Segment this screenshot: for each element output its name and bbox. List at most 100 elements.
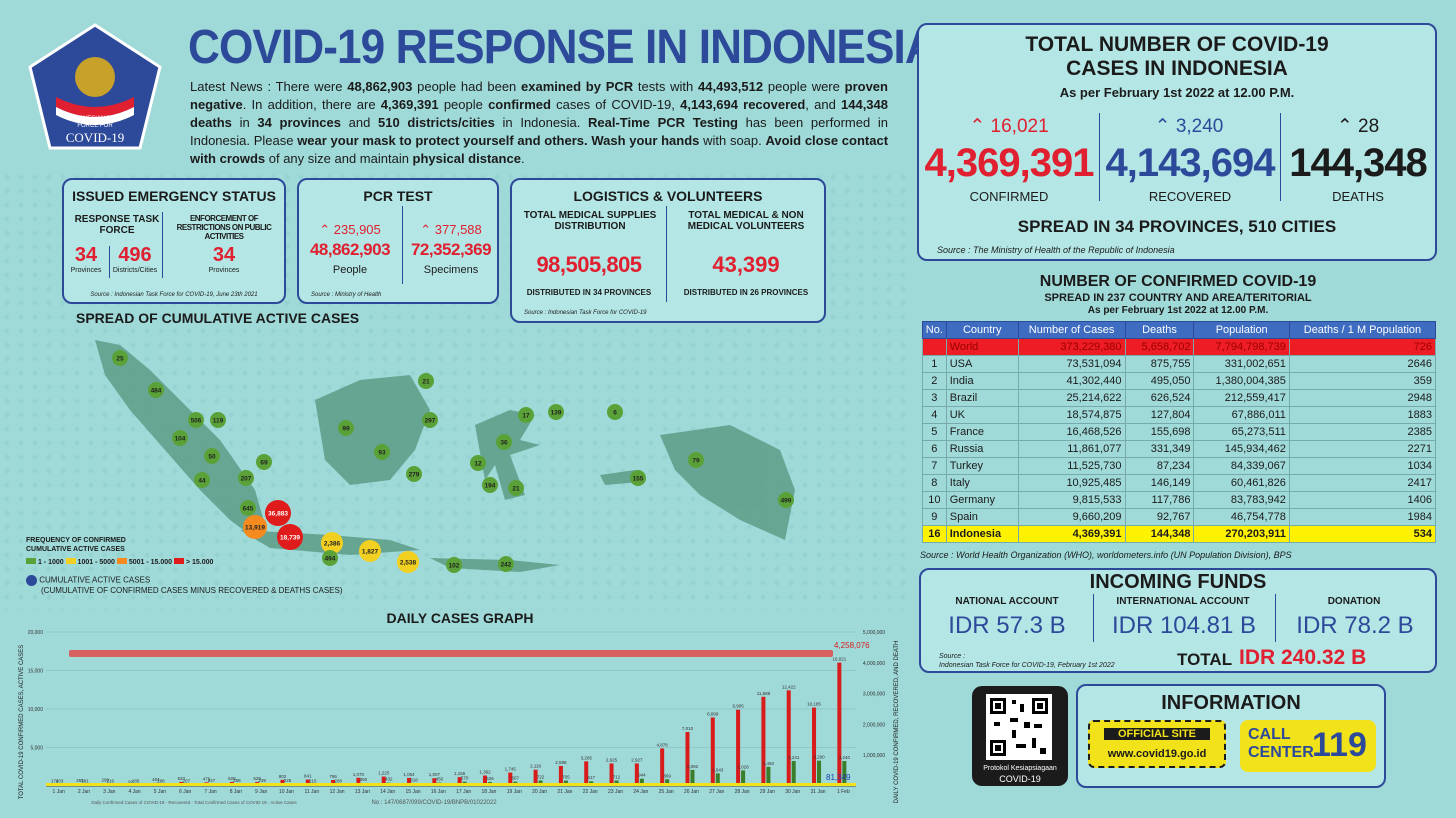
bar-0 (305, 779, 310, 786)
active-label: 81,349 (826, 773, 851, 782)
map-marker-label: 93 (378, 450, 386, 457)
x-tick-label: 19 Jan (507, 789, 522, 795)
news-text: of any size and maintain (265, 151, 413, 166)
map-marker-circle (446, 557, 462, 573)
table-cell: 5,658,702 (1124, 338, 1195, 356)
x-tick-label: 28 Jan (735, 789, 750, 795)
map-marker-label: 1,827 (362, 549, 379, 556)
map-case-marker: 17 (518, 407, 534, 423)
data-label: 390 (360, 777, 368, 782)
x-tick-label: 6 Jan (179, 789, 191, 795)
table-cell: 2948 (1288, 389, 1437, 407)
data-label: 1,745 (505, 767, 517, 772)
table-row: 6 Russia 11,861,077 331,349 145,934,462 2271 (922, 440, 1437, 458)
x-tick-label: 4 Jan (128, 789, 140, 795)
y2-tick-label: 1,000,000 (863, 753, 885, 759)
table-cell: France (945, 423, 1019, 441)
up-arrow-icon: ⌃ (1154, 116, 1171, 137)
table-cell: 1406 (1288, 491, 1437, 509)
table-cell: 270,203,911 (1193, 525, 1290, 543)
table-cell: 8 (922, 474, 947, 492)
news-text: Latest News : There were (190, 79, 348, 94)
table-cell: 10,925,485 (1017, 474, 1126, 492)
map-marker-label: 25 (116, 356, 124, 363)
table-cell: Russia (945, 440, 1019, 458)
x-tick-label: 25 Jan (659, 789, 674, 795)
x-tick-label: 13 Jan (355, 789, 370, 795)
map-marker-label: 79 (692, 458, 700, 465)
table-cell: 7,794,798,739 (1193, 338, 1290, 356)
news-highlight: Avoid close contact with crowds (190, 133, 889, 166)
table-row: 5 France 16,468,526 155,698 65,273,511 2385 (922, 423, 1437, 441)
y-tick-label: 10,000 (28, 707, 44, 713)
qr-code-icon (986, 694, 1052, 760)
restriction-provinces-value: 34 (212, 244, 236, 266)
map-case-marker: 645 (240, 500, 256, 516)
total-source: Source : The Ministry of Health of the R… (937, 245, 1175, 255)
table-cell: 1034 (1288, 457, 1437, 475)
response-provinces-label: Provinces (70, 267, 102, 274)
table-cell (922, 338, 947, 356)
table-cell: 2 (922, 372, 947, 390)
data-label: 3,241 (788, 755, 800, 760)
table-cell: 1,380,004,385 (1193, 372, 1290, 390)
qr-card[interactable]: Protokol Kesiapsiagaan COVID-19 (972, 686, 1068, 786)
x-tick-label: 23 Jan (608, 789, 623, 795)
chart-title: DAILY CASES GRAPH (386, 610, 534, 626)
map-marker-circle (194, 472, 210, 488)
table-cell: 84,339,067 (1193, 457, 1290, 475)
official-site-link[interactable]: OFFICIAL SITE www.covid19.go.id (1088, 720, 1226, 768)
x-tick-label: 9 Jan (255, 789, 267, 795)
table-cell: 18,574,875 (1017, 406, 1126, 424)
pcr-specimen-value: 72,352,369 (410, 240, 492, 259)
information-card: INFORMATION OFFICIAL SITE www.covid19.go… (1076, 684, 1386, 788)
news-highlight: 34 provinces (257, 115, 341, 130)
map-case-marker: 6 (607, 404, 623, 420)
up-arrow-icon: ⌃ (1336, 116, 1353, 137)
news-highlight: proven negative (190, 79, 888, 112)
table-cell: 145,934,462 (1193, 440, 1290, 458)
bar-0 (812, 707, 817, 786)
table-cell: Indonesia (945, 525, 1019, 543)
y2-tick-label: 4,000,000 (863, 661, 885, 667)
data-label: 2,028 (737, 764, 749, 769)
up-arrow-icon: ⌃ (969, 116, 986, 137)
bar-0 (432, 778, 437, 786)
map-case-marker: 242 (498, 556, 514, 572)
emergency-source: Source : Indonesian Task Force for COVID… (90, 292, 258, 298)
bar-0 (381, 776, 386, 786)
call-center-number: 119 (1312, 726, 1367, 764)
data-label: 3,240 (839, 755, 851, 760)
map-case-marker: 494 (322, 550, 338, 566)
map-case-marker: 139 (548, 404, 564, 420)
table-cell: 10 (922, 491, 947, 509)
call-center-button[interactable]: CALL CENTER 119 (1240, 720, 1376, 772)
table-cell: Italy (945, 474, 1019, 492)
map-marker-label: 207 (241, 476, 252, 483)
map-marker-circle (496, 434, 512, 450)
data-label: 12,422 (782, 684, 796, 689)
map-marker-label: 194 (485, 483, 496, 490)
pcr-test-card: PCR TEST ⌃ 235,905 ⌃ 377,588 48,862,903 … (297, 178, 499, 304)
funds-total-value: IDR 240.32 B (1239, 646, 1367, 669)
map-marker-circle (422, 412, 438, 428)
x-tick-label: 14 Jan (380, 789, 395, 795)
pcr-people-increase: ⌃ 235,905 (319, 222, 381, 237)
x-tick-label: 22 Jan (583, 789, 598, 795)
news-text: . (520, 151, 525, 166)
table-cell: 146,149 (1124, 474, 1195, 492)
news-highlight: 510 districts/cities (378, 115, 495, 130)
map-marker-label: 18,739 (280, 535, 300, 542)
y-tick-label: 15,000 (28, 669, 44, 675)
table-cell: 495,050 (1124, 372, 1195, 390)
news-text: . In addition, there are (242, 97, 381, 112)
map-marker-label: 21 (422, 379, 430, 386)
news-text: cases of COVID-19, (550, 97, 681, 112)
emergency-status-card: ISSUED EMERGENCY STATUS RESPONSE TASK FO… (62, 178, 286, 304)
table-row: 16 Indonesia 4,369,391 144,348 270,203,911 53… (922, 525, 1437, 543)
map-marker-circle (518, 407, 534, 423)
x-tick-label: 20 Jan (532, 789, 547, 795)
x-tick-label: 17 Jan (456, 789, 471, 795)
bar-1 (715, 773, 720, 786)
map-case-marker: 279 (406, 466, 422, 482)
